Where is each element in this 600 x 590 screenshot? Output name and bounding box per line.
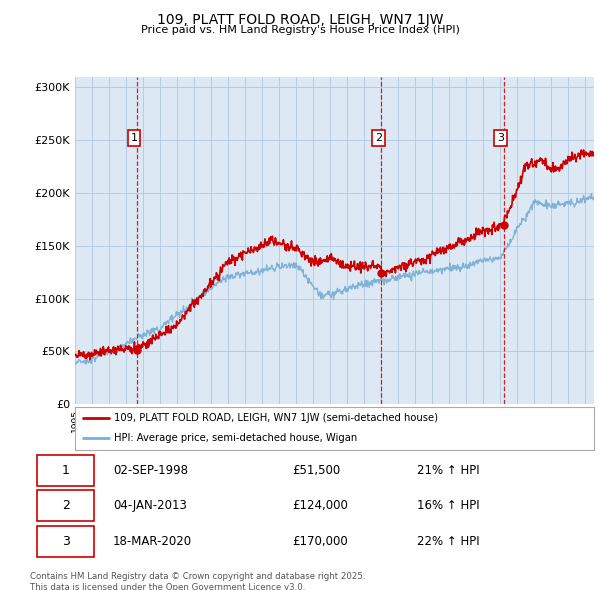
Text: 02-SEP-1998: 02-SEP-1998 [113,464,188,477]
Text: 1: 1 [131,133,137,143]
Text: 3: 3 [62,535,70,548]
Text: £124,000: £124,000 [292,499,348,512]
Text: £170,000: £170,000 [292,535,348,548]
Text: 2: 2 [62,499,70,512]
Text: 2: 2 [374,133,382,143]
Text: 109, PLATT FOLD ROAD, LEIGH, WN7 1JW: 109, PLATT FOLD ROAD, LEIGH, WN7 1JW [157,13,443,27]
Text: HPI: Average price, semi-detached house, Wigan: HPI: Average price, semi-detached house,… [114,432,357,442]
Text: 1: 1 [62,464,70,477]
Text: Contains HM Land Registry data © Crown copyright and database right 2025.
This d: Contains HM Land Registry data © Crown c… [30,572,365,590]
Text: £51,500: £51,500 [292,464,341,477]
Text: 16% ↑ HPI: 16% ↑ HPI [417,499,480,512]
Text: 21% ↑ HPI: 21% ↑ HPI [417,464,480,477]
FancyBboxPatch shape [37,490,94,521]
Text: 22% ↑ HPI: 22% ↑ HPI [417,535,480,548]
Text: 04-JAN-2013: 04-JAN-2013 [113,499,187,512]
FancyBboxPatch shape [37,526,94,556]
FancyBboxPatch shape [37,455,94,486]
Text: Price paid vs. HM Land Registry's House Price Index (HPI): Price paid vs. HM Land Registry's House … [140,25,460,35]
Text: 109, PLATT FOLD ROAD, LEIGH, WN7 1JW (semi-detached house): 109, PLATT FOLD ROAD, LEIGH, WN7 1JW (se… [114,413,438,422]
Text: 18-MAR-2020: 18-MAR-2020 [113,535,192,548]
Text: 3: 3 [497,133,504,143]
